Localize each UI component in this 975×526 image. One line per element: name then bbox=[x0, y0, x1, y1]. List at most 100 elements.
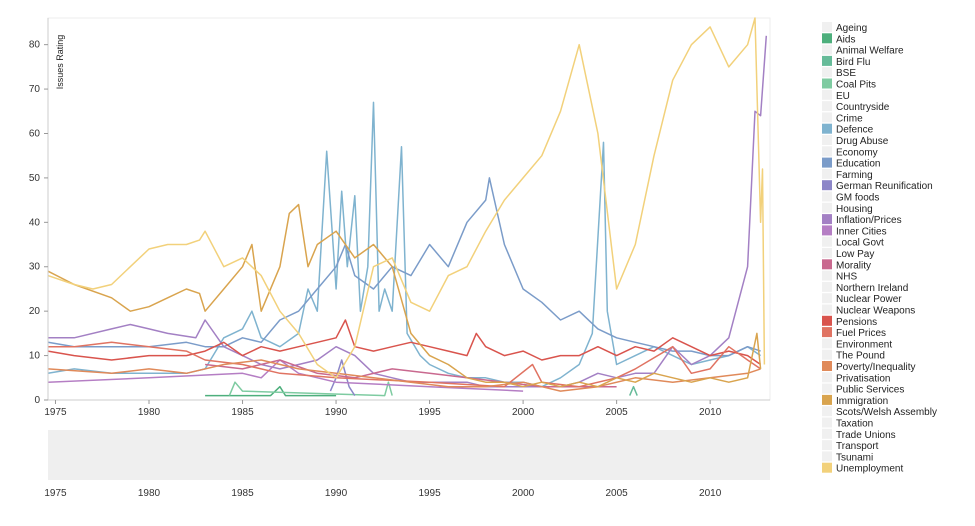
legend-item-aids[interactable]: Aids bbox=[822, 33, 855, 45]
legend-item-economy[interactable]: Economy bbox=[822, 146, 878, 158]
legend-swatch bbox=[822, 123, 832, 134]
legend-swatch bbox=[822, 44, 832, 55]
legend-item-tsunami[interactable]: Tsunami bbox=[822, 451, 873, 463]
legend-label: Public Services bbox=[836, 385, 904, 396]
legend-item-housing[interactable]: Housing bbox=[822, 202, 873, 215]
legend-item-farming[interactable]: Farming bbox=[822, 168, 873, 181]
brush-strip[interactable] bbox=[48, 430, 770, 480]
legend-swatch bbox=[822, 428, 832, 439]
legend-item-german-reunification[interactable]: German Reunification bbox=[822, 180, 933, 192]
legend-item-pensions[interactable]: Pensions bbox=[822, 315, 877, 328]
legend-label: German Reunification bbox=[836, 181, 933, 192]
brush-tick-label: 2010 bbox=[699, 488, 722, 499]
legend-item-trade-unions[interactable]: Trade Unions bbox=[822, 428, 896, 441]
legend-label: The Pound bbox=[836, 351, 885, 362]
legend-item-local-govt[interactable]: Local Govt bbox=[822, 236, 884, 249]
legend-item-the-pound[interactable]: The Pound bbox=[822, 349, 885, 362]
legend-item-scots-welsh-assembly[interactable]: Scots/Welsh Assembly bbox=[822, 406, 937, 418]
legend-item-bse[interactable]: BSE bbox=[822, 67, 856, 79]
legend-swatch bbox=[822, 180, 832, 191]
legend-label: Countryside bbox=[836, 102, 890, 113]
legend-swatch bbox=[822, 361, 832, 371]
legend-swatch bbox=[822, 281, 832, 292]
legend-item-coal-pits[interactable]: Coal Pits bbox=[822, 78, 876, 91]
legend-label: Housing bbox=[836, 204, 873, 215]
legend-item-northern-ireland[interactable]: Northern Ireland bbox=[822, 281, 908, 294]
legend-item-education[interactable]: Education bbox=[822, 157, 880, 170]
legend-label: Nuclear Weapons bbox=[836, 306, 915, 317]
legend-item-eu[interactable]: EU bbox=[822, 89, 850, 102]
y-tick-label: 30 bbox=[29, 262, 41, 273]
legend-swatch bbox=[822, 327, 832, 338]
legend-label: Privatisation bbox=[836, 373, 890, 384]
legend-label: Trade Unions bbox=[836, 430, 896, 441]
legend-item-privatisation[interactable]: Privatisation bbox=[822, 372, 890, 384]
series-lines bbox=[47, 17, 768, 397]
legend-label: EU bbox=[836, 91, 850, 102]
legend-item-morality[interactable]: Morality bbox=[822, 259, 871, 271]
legend-item-animal-welfare[interactable]: Animal Welfare bbox=[822, 44, 904, 57]
legend-label: Fuel Prices bbox=[836, 328, 886, 339]
legend-item-countryside[interactable]: Countryside bbox=[822, 101, 890, 113]
legend-item-transport[interactable]: Transport bbox=[822, 440, 879, 452]
legend-item-drug-abuse[interactable]: Drug Abuse bbox=[822, 135, 889, 147]
x-tick-label: 2005 bbox=[605, 407, 628, 418]
legend-item-public-services[interactable]: Public Services bbox=[822, 383, 904, 396]
legend-item-inner-cities[interactable]: Inner Cities bbox=[822, 225, 887, 237]
legend-label: Pensions bbox=[836, 317, 877, 328]
brush-tick-label: 2005 bbox=[605, 488, 628, 499]
legend-item-nhs[interactable]: NHS bbox=[822, 270, 857, 283]
legend-label: Tsunami bbox=[836, 452, 873, 463]
legend-item-nuclear-weapons[interactable]: Nuclear Weapons bbox=[822, 304, 915, 317]
legend-item-inflation-prices[interactable]: Inflation/Prices bbox=[822, 214, 902, 226]
legend-item-low-pay[interactable]: Low Pay bbox=[822, 248, 874, 260]
x-tick-label: 2000 bbox=[512, 407, 535, 418]
legend-label: Ageing bbox=[836, 23, 867, 34]
legend-label: Animal Welfare bbox=[836, 46, 904, 57]
legend-label: NHS bbox=[836, 272, 857, 283]
legend-item-crime[interactable]: Crime bbox=[822, 112, 863, 124]
legend-item-nuclear-power[interactable]: Nuclear Power bbox=[822, 293, 902, 305]
legend-swatch bbox=[822, 22, 832, 32]
legend-swatch bbox=[822, 462, 832, 473]
legend-label: Inflation/Prices bbox=[836, 215, 902, 226]
brush-tick-label: 1985 bbox=[231, 488, 254, 499]
legend-item-immigration[interactable]: Immigration bbox=[822, 394, 888, 407]
legend-item-ageing[interactable]: Ageing bbox=[822, 22, 867, 34]
legend-label: Taxation bbox=[836, 419, 873, 430]
legend-item-defence[interactable]: Defence bbox=[822, 123, 874, 136]
legend-swatch bbox=[822, 89, 832, 100]
series-line-pensions bbox=[47, 319, 762, 366]
legend-label: Drug Abuse bbox=[836, 136, 889, 147]
y-tick-label: 70 bbox=[29, 84, 41, 95]
legend-item-fuel-prices[interactable]: Fuel Prices bbox=[822, 327, 886, 339]
legend-label: Poverty/Inequality bbox=[836, 362, 916, 373]
legend-item-gm-foods[interactable]: GM foods bbox=[822, 191, 879, 204]
legend-swatch bbox=[822, 349, 832, 360]
y-tick-label: 80 bbox=[29, 40, 41, 51]
legend-item-bird-flu[interactable]: Bird Flu bbox=[822, 55, 870, 68]
series-line-poverty-inequality bbox=[47, 359, 761, 392]
legend-label: Nuclear Power bbox=[836, 294, 902, 305]
x-tick-label: 2010 bbox=[699, 407, 722, 418]
legend-item-unemployment[interactable]: Unemployment bbox=[822, 462, 903, 475]
legend-item-poverty-inequality[interactable]: Poverty/Inequality bbox=[822, 361, 916, 373]
legend-label: BSE bbox=[836, 68, 856, 79]
legend-label: Defence bbox=[836, 125, 874, 136]
x-tick-label: 1975 bbox=[44, 407, 67, 418]
legend-swatch bbox=[822, 440, 832, 451]
legend-swatch bbox=[822, 338, 832, 349]
legend-swatch bbox=[822, 112, 832, 123]
y-tick-label: 20 bbox=[29, 306, 41, 317]
legend-swatch bbox=[822, 67, 832, 78]
legend-label: Farming bbox=[836, 170, 873, 181]
legend-label: Bird Flu bbox=[836, 57, 870, 68]
legend-item-environment[interactable]: Environment bbox=[822, 338, 892, 350]
legend-swatch bbox=[822, 225, 832, 236]
legend-swatch bbox=[822, 78, 832, 89]
legend-label: Unemployment bbox=[836, 464, 903, 475]
legend-item-taxation[interactable]: Taxation bbox=[822, 417, 873, 430]
series-line-defence bbox=[47, 101, 762, 388]
